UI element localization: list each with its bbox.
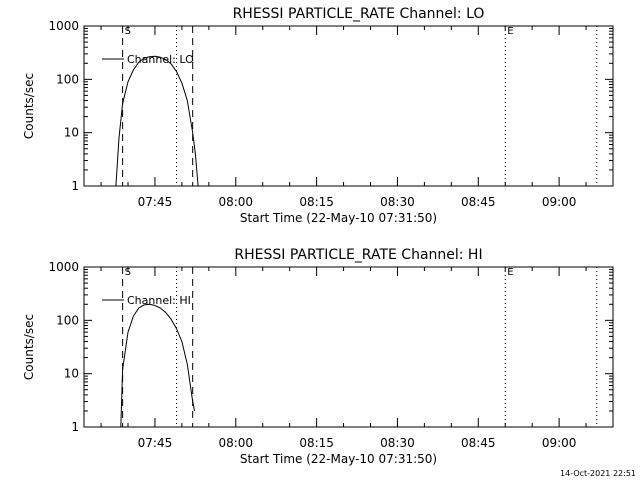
x-axis-label: Start Time (22-May-10 07:31:50) bbox=[240, 452, 437, 466]
x-tick-label: 08:00 bbox=[218, 436, 253, 450]
y-tick-label: 10 bbox=[64, 367, 79, 381]
chart-title: RHESSI PARTICLE_RATE Channel: HI bbox=[234, 247, 482, 263]
legend-label: Channel: HI bbox=[127, 294, 191, 307]
x-tick-label: 08:15 bbox=[299, 436, 334, 450]
plot-frame bbox=[83, 25, 614, 187]
x-tick-label: 08:45 bbox=[461, 436, 496, 450]
legend-label: Channel: LO bbox=[127, 53, 194, 66]
plot-frame bbox=[83, 266, 614, 428]
x-tick-label: 08:15 bbox=[299, 195, 334, 209]
x-tick-label: 08:00 bbox=[218, 195, 253, 209]
y-tick-label: 1000 bbox=[48, 260, 79, 274]
marker-label: E bbox=[507, 267, 513, 278]
x-tick-label: 08:30 bbox=[380, 195, 415, 209]
x-tick-label: 09:00 bbox=[542, 195, 577, 209]
timestamp-label: 14-Oct-2021 22:51 bbox=[560, 469, 636, 478]
x-tick-label: 09:00 bbox=[542, 436, 577, 450]
chart-panel-2: RHESSI PARTICLE_RATE Channel: HI Counts/s… bbox=[22, 247, 614, 466]
y-tick-label: 1 bbox=[71, 420, 79, 434]
y-tick-label: 10 bbox=[64, 126, 79, 140]
x-tick-label: 07:45 bbox=[138, 436, 173, 450]
marker-label: E bbox=[507, 26, 513, 37]
x-tick-label: 07:45 bbox=[138, 195, 173, 209]
x-tick-label: 08:45 bbox=[461, 195, 496, 209]
chart-title: RHESSI PARTICLE_RATE Channel: LO bbox=[233, 6, 485, 22]
x-axis-label: Start Time (22-May-10 07:31:50) bbox=[240, 211, 437, 225]
series-line bbox=[115, 55, 199, 187]
y-tick-label: 100 bbox=[56, 313, 79, 327]
y-axis-label: Counts/sec bbox=[22, 314, 36, 380]
marker-label: S bbox=[125, 26, 131, 37]
marker-label: S bbox=[125, 267, 131, 278]
y-tick-label: 1 bbox=[71, 179, 79, 193]
x-tick-label: 08:30 bbox=[380, 436, 415, 450]
chart-panel-1: RHESSI PARTICLE_RATE Channel: LO Counts/s… bbox=[22, 6, 614, 225]
y-tick-label: 1000 bbox=[48, 19, 79, 33]
y-tick-label: 100 bbox=[56, 72, 79, 86]
y-axis-label: Counts/sec bbox=[22, 73, 36, 139]
series-line bbox=[120, 303, 195, 428]
